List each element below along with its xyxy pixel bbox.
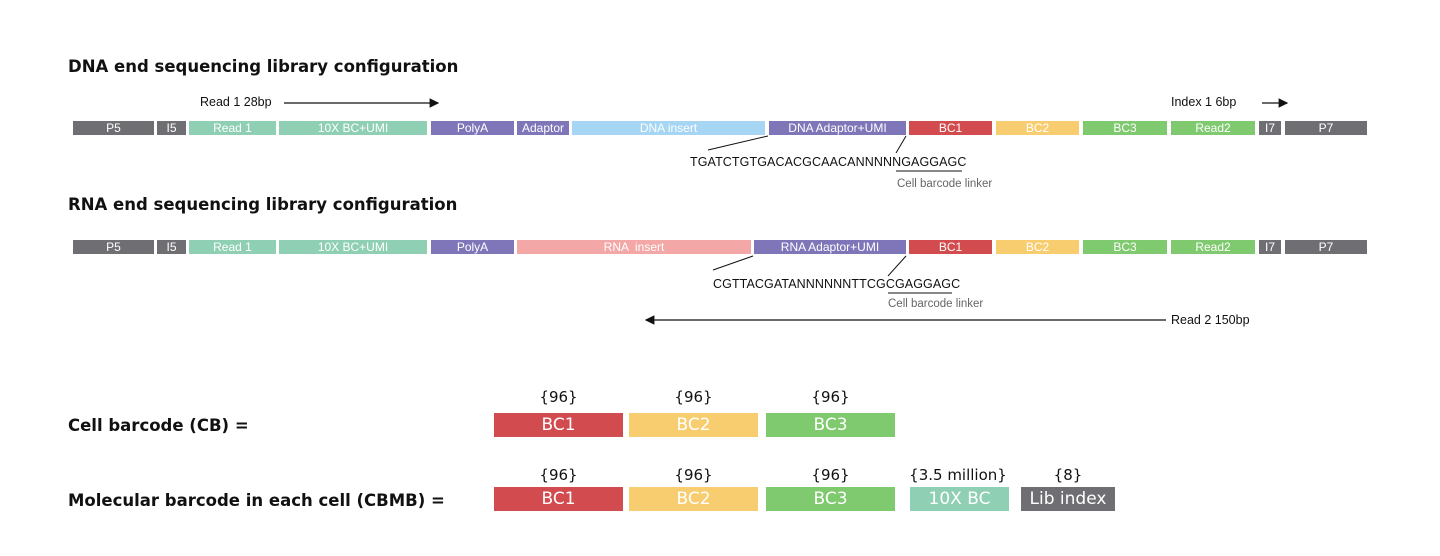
dna-section-title: DNA end sequencing library configuration [68, 57, 459, 76]
rna-seg-bc2: BC2 [996, 240, 1079, 254]
dna-seg-dna-adaptor-umi: DNA Adaptor+UMI [769, 121, 906, 135]
dna-seg-dna-insert: DNA insert [572, 121, 765, 135]
rna-seg-read2: Read2 [1171, 240, 1255, 254]
rna-seg-10x-bc-umi: 10X BC+UMI [279, 240, 427, 254]
cbmb-block-10x-bc: 10X BC [910, 487, 1009, 511]
rna-seg-bc1: BC1 [909, 240, 992, 254]
cbmb-block-bc1: BC1 [494, 487, 623, 511]
dna-seg-adaptor: Adaptor [517, 121, 569, 135]
dna-adaptor-sequence: TGATCTGTGACACGCAACANNNNNGAGGAGC [690, 155, 967, 169]
dna-seg-read2: Read2 [1171, 121, 1255, 135]
rna-seg-p5: P5 [73, 240, 154, 254]
dna-seg-p7: P7 [1285, 121, 1367, 135]
rna-callout-left [712, 255, 754, 271]
dna-seg-p5: P5 [73, 121, 154, 135]
cb-block-bc1: BC1 [494, 413, 623, 437]
dna-seg-bc1: BC1 [909, 121, 992, 135]
cbmb-count-bc2: {96} [674, 466, 713, 484]
rna-seg-i7: I7 [1259, 240, 1281, 254]
dna-linker-label: Cell barcode linker [897, 178, 993, 190]
read2-label: Read 2 150bp [1171, 313, 1250, 327]
dna-seg-bc3: BC3 [1083, 121, 1167, 135]
dna-callout-right [895, 135, 907, 154]
cb-count-bc2: {96} [674, 388, 713, 406]
read1-label: Read 1 28bp [200, 95, 272, 109]
rna-callout-right [887, 255, 907, 277]
rna-seg-bc3: BC3 [1083, 240, 1167, 254]
cbmb-block-bc3: BC3 [766, 487, 895, 511]
dna-seg-i5: I5 [157, 121, 186, 135]
cbmb-count-bc3: {96} [811, 466, 850, 484]
cbmb-label: Molecular barcode in each cell (CBMB) = [68, 491, 445, 510]
cb-block-bc3: BC3 [766, 413, 895, 437]
dna-callout-left [707, 135, 769, 151]
cbmb-count-10x-bc: {3.5 million} [909, 466, 1007, 484]
rna-seg-rna-insert: RNA insert [517, 240, 751, 254]
dna-seg-bc2: BC2 [996, 121, 1079, 135]
rna-adaptor-sequence: CGTTACGATANNNNNNTTCGCGAGGAGC [713, 277, 961, 291]
rna-seg-p7: P7 [1285, 240, 1367, 254]
cbmb-block-bc2: BC2 [629, 487, 758, 511]
cb-count-bc1: {96} [539, 388, 578, 406]
dna-seg-i7: I7 [1259, 121, 1281, 135]
cb-block-bc2: BC2 [629, 413, 758, 437]
rna-seg-polya: PolyA [431, 240, 514, 254]
index1-label: Index 1 6bp [1171, 95, 1237, 109]
rna-section-title: RNA end sequencing library configuration [68, 195, 458, 214]
dna-seg-read1: Read 1 [189, 121, 276, 135]
cbmb-block-lib-index: Lib index [1021, 487, 1115, 511]
cb-label: Cell barcode (CB) = [68, 416, 249, 435]
cbmb-count-bc1: {96} [539, 466, 578, 484]
rna-seg-i5: I5 [157, 240, 186, 254]
dna-seg-10x-bc-umi: 10X BC+UMI [279, 121, 427, 135]
dna-seg-polya: PolyA [431, 121, 514, 135]
rna-linker-label: Cell barcode linker [888, 298, 984, 310]
cb-count-bc3: {96} [811, 388, 850, 406]
rna-seg-rna-adaptor-umi: RNA Adaptor+UMI [754, 240, 906, 254]
rna-seg-read1: Read 1 [189, 240, 276, 254]
cbmb-count-lib-index: {8} [1053, 466, 1083, 484]
